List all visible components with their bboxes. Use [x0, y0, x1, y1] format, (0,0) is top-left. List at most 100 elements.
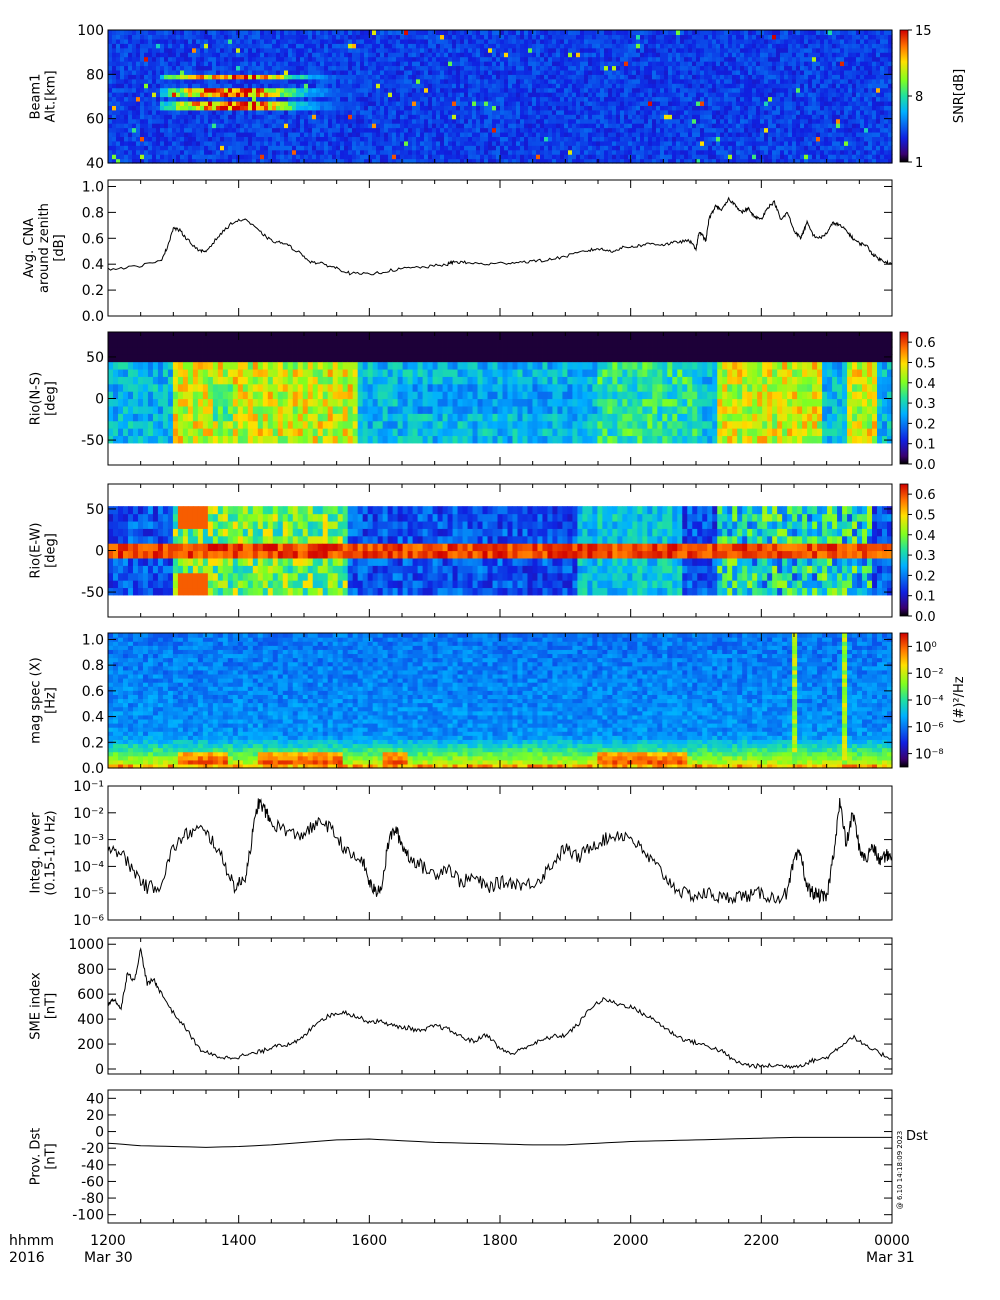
beam1-cell [764, 119, 769, 124]
beam1-cell [224, 154, 229, 159]
beam1-cell [144, 79, 149, 84]
beam1-cell [220, 83, 225, 88]
beam1-cell [456, 61, 461, 66]
beam1-cell [176, 88, 181, 93]
beam1-cell [368, 141, 373, 146]
beam1-cell [576, 123, 581, 128]
beam1-cell [556, 97, 561, 102]
beam1-cell [736, 43, 741, 48]
beam1-cell [148, 92, 153, 97]
beam1-cell [244, 79, 249, 84]
beam1-cell [768, 136, 773, 141]
beam1-cell [476, 88, 481, 93]
beam1-cell [724, 97, 729, 102]
beam1-cell [668, 43, 673, 48]
beam1-cell [472, 48, 477, 53]
beam1-cell [400, 97, 405, 102]
beam1-cell [348, 132, 353, 137]
beam1-cell [616, 43, 621, 48]
beam1-cell [436, 154, 441, 159]
beam1-cell [248, 101, 253, 106]
beam1-cell [312, 114, 317, 119]
beam1-cell [168, 114, 173, 119]
beam1-cell [184, 141, 189, 146]
beam1-cell [752, 88, 757, 93]
beam1-cell [472, 97, 477, 102]
beam1-cell [296, 79, 301, 84]
beam1-cell [436, 43, 441, 48]
beam1-cell [404, 132, 409, 137]
beam1-cell [264, 97, 269, 102]
beam1-cell [360, 48, 365, 53]
beam1-cell [472, 92, 477, 97]
beam1-cell [580, 39, 585, 44]
beam1-cell [648, 101, 653, 106]
beam1-cell [212, 83, 217, 88]
beam1-cell [300, 88, 305, 93]
beam1-cell [748, 43, 753, 48]
beam1-cell [288, 88, 293, 93]
beam1-cell [348, 105, 353, 110]
beam1-cell [408, 88, 413, 93]
beam1-cell [504, 101, 509, 106]
beam1-cell [772, 97, 777, 102]
beam1-cell [656, 65, 661, 70]
beam1-cell [524, 48, 529, 53]
beam1-cell [500, 141, 505, 146]
beam1-cell [156, 132, 161, 137]
beam1-cell [548, 136, 553, 141]
beam1-cell [332, 150, 337, 155]
beam1-cell [520, 92, 525, 97]
beam1-cell [736, 150, 741, 155]
beam1-cell [680, 83, 685, 88]
beam1-cell [744, 70, 749, 75]
beam1-cell [656, 105, 661, 110]
beam1-cell [112, 61, 117, 66]
beam1-cell [312, 57, 317, 62]
beam1-cell [160, 154, 165, 159]
beam1-cell [772, 150, 777, 155]
beam1-cell [344, 123, 349, 128]
beam1-cell [524, 52, 529, 57]
beam1-cell [628, 141, 633, 146]
beam1-cell [596, 39, 601, 44]
beam1-cell [416, 132, 421, 137]
beam1-cell [168, 105, 173, 110]
beam1-cell [608, 65, 613, 70]
beam1-cell [128, 105, 133, 110]
beam1-cell [488, 79, 493, 84]
beam1-cell [644, 61, 649, 66]
beam1-cell [364, 97, 369, 102]
beam1-cell [356, 30, 361, 35]
beam1-cell [588, 150, 593, 155]
beam1-cell [388, 150, 393, 155]
beam1-cell [464, 141, 469, 146]
beam1-cell [624, 65, 629, 70]
beam1-cell [488, 61, 493, 66]
beam1-cell [220, 101, 225, 106]
beam1-cell [200, 97, 205, 102]
beam1-cell [696, 92, 701, 97]
beam1-cell [588, 65, 593, 70]
beam1-cell [352, 30, 357, 35]
beam1-cell [480, 65, 485, 70]
beam1-cell [584, 88, 589, 93]
beam1-cell [132, 132, 137, 137]
beam1-cell [684, 83, 689, 88]
beam1-cell [452, 30, 457, 35]
beam1-cell [252, 105, 257, 110]
beam1-cell [596, 132, 601, 137]
beam1-cell [284, 43, 289, 48]
beam1-cell [756, 61, 761, 66]
beam1-cell [424, 30, 429, 35]
beam1-cell [552, 97, 557, 102]
beam1-cell [252, 34, 257, 39]
beam1-cell [256, 61, 261, 66]
beam1-cell [428, 114, 433, 119]
beam1-cell [544, 79, 549, 84]
beam1-cell [308, 105, 313, 110]
beam1-cell [448, 52, 453, 57]
beam1-cell [356, 132, 361, 137]
beam1-cell [520, 34, 525, 39]
beam1-cell [256, 43, 261, 48]
